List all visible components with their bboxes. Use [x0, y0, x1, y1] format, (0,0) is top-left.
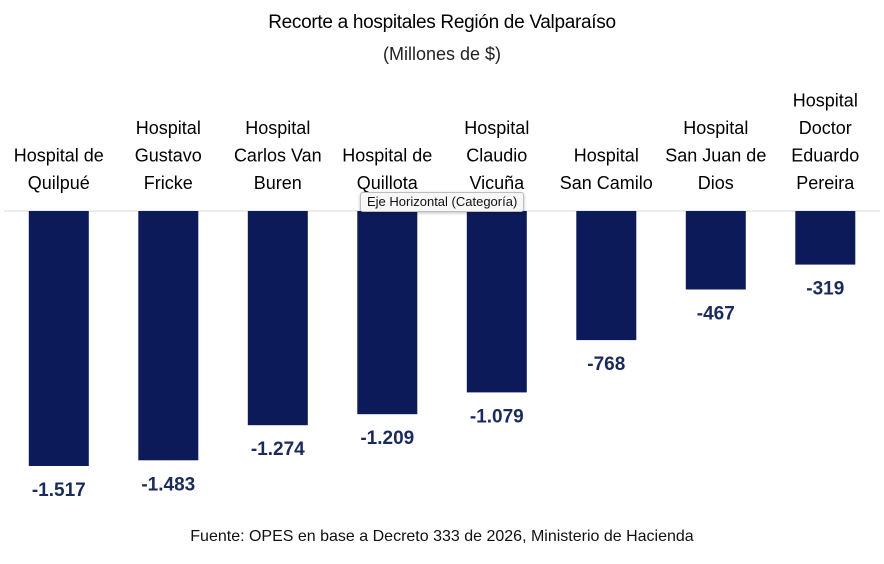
category-label-line: Dios: [698, 173, 734, 193]
bar[interactable]: [138, 211, 199, 461]
category-label: Hospital de Quillota: [342, 146, 432, 194]
category-label-line: Hospital: [793, 91, 858, 111]
category-label-line: Fricke: [144, 173, 193, 193]
category-label-line: Hospital: [683, 118, 748, 138]
category-label-line: Gustavo: [135, 146, 202, 166]
category-label-line: San Camilo: [560, 173, 653, 193]
data-label: -1.079: [470, 406, 524, 427]
category-label-line: Pereira: [796, 173, 855, 193]
category-label-line: Hospital: [574, 146, 639, 166]
category-label-line: Buren: [254, 173, 302, 193]
category-label-line: Quillota: [357, 173, 419, 193]
bar[interactable]: [466, 211, 527, 393]
bar[interactable]: [357, 211, 418, 415]
category-label: Hospital San Juan de Dios: [665, 118, 766, 193]
bar[interactable]: [576, 211, 637, 341]
category-label-line: Eduardo: [791, 146, 859, 166]
chart-subtitle: (Millones de $): [382, 44, 502, 64]
category-label-line: Hospital: [245, 118, 310, 138]
category-label: Hospital Claudio Vicuña: [464, 118, 529, 193]
bar[interactable]: [795, 211, 856, 265]
data-label: -319: [806, 279, 844, 300]
data-label: -1.517: [32, 480, 86, 501]
bar[interactable]: [247, 211, 308, 426]
data-label: -1.274: [251, 439, 305, 460]
category-label: Hospital San Camilo: [560, 146, 653, 194]
category-label-line: Hospital de: [342, 146, 432, 166]
data-label: -467: [697, 304, 735, 325]
category-label-line: Hospital: [464, 118, 529, 138]
chart-title: Recorte a hospitales Región de Valparaís…: [268, 12, 616, 33]
axis-tooltip: Eje Horizontal (Categoría): [360, 192, 525, 212]
bar[interactable]: [28, 211, 89, 466]
category-label-line: Claudio: [466, 146, 527, 166]
category-label: Hospital Gustavo Fricke: [135, 118, 202, 193]
bar[interactable]: [685, 211, 746, 290]
category-label-line: Hospital: [136, 118, 201, 138]
data-label: -768: [587, 354, 625, 375]
category-label-line: Doctor: [799, 118, 852, 138]
category-label-line: Vicuña: [469, 173, 525, 193]
category-label-line: Carlos Van: [234, 146, 322, 166]
category-label: Hospital de Quilpué: [14, 146, 104, 194]
chart-source: Fuente: OPES en base a Decreto 333 de 20…: [190, 528, 694, 545]
category-label: Hospital Carlos Van Buren: [234, 118, 322, 193]
category-label-line: San Juan de: [665, 146, 766, 166]
data-label: -1.209: [360, 428, 414, 449]
data-label: -1.483: [141, 474, 195, 495]
category-label: Hospital Doctor Eduardo Pereira: [791, 91, 859, 194]
category-label-line: Hospital de: [14, 146, 104, 166]
category-label-line: Quilpué: [28, 173, 90, 193]
